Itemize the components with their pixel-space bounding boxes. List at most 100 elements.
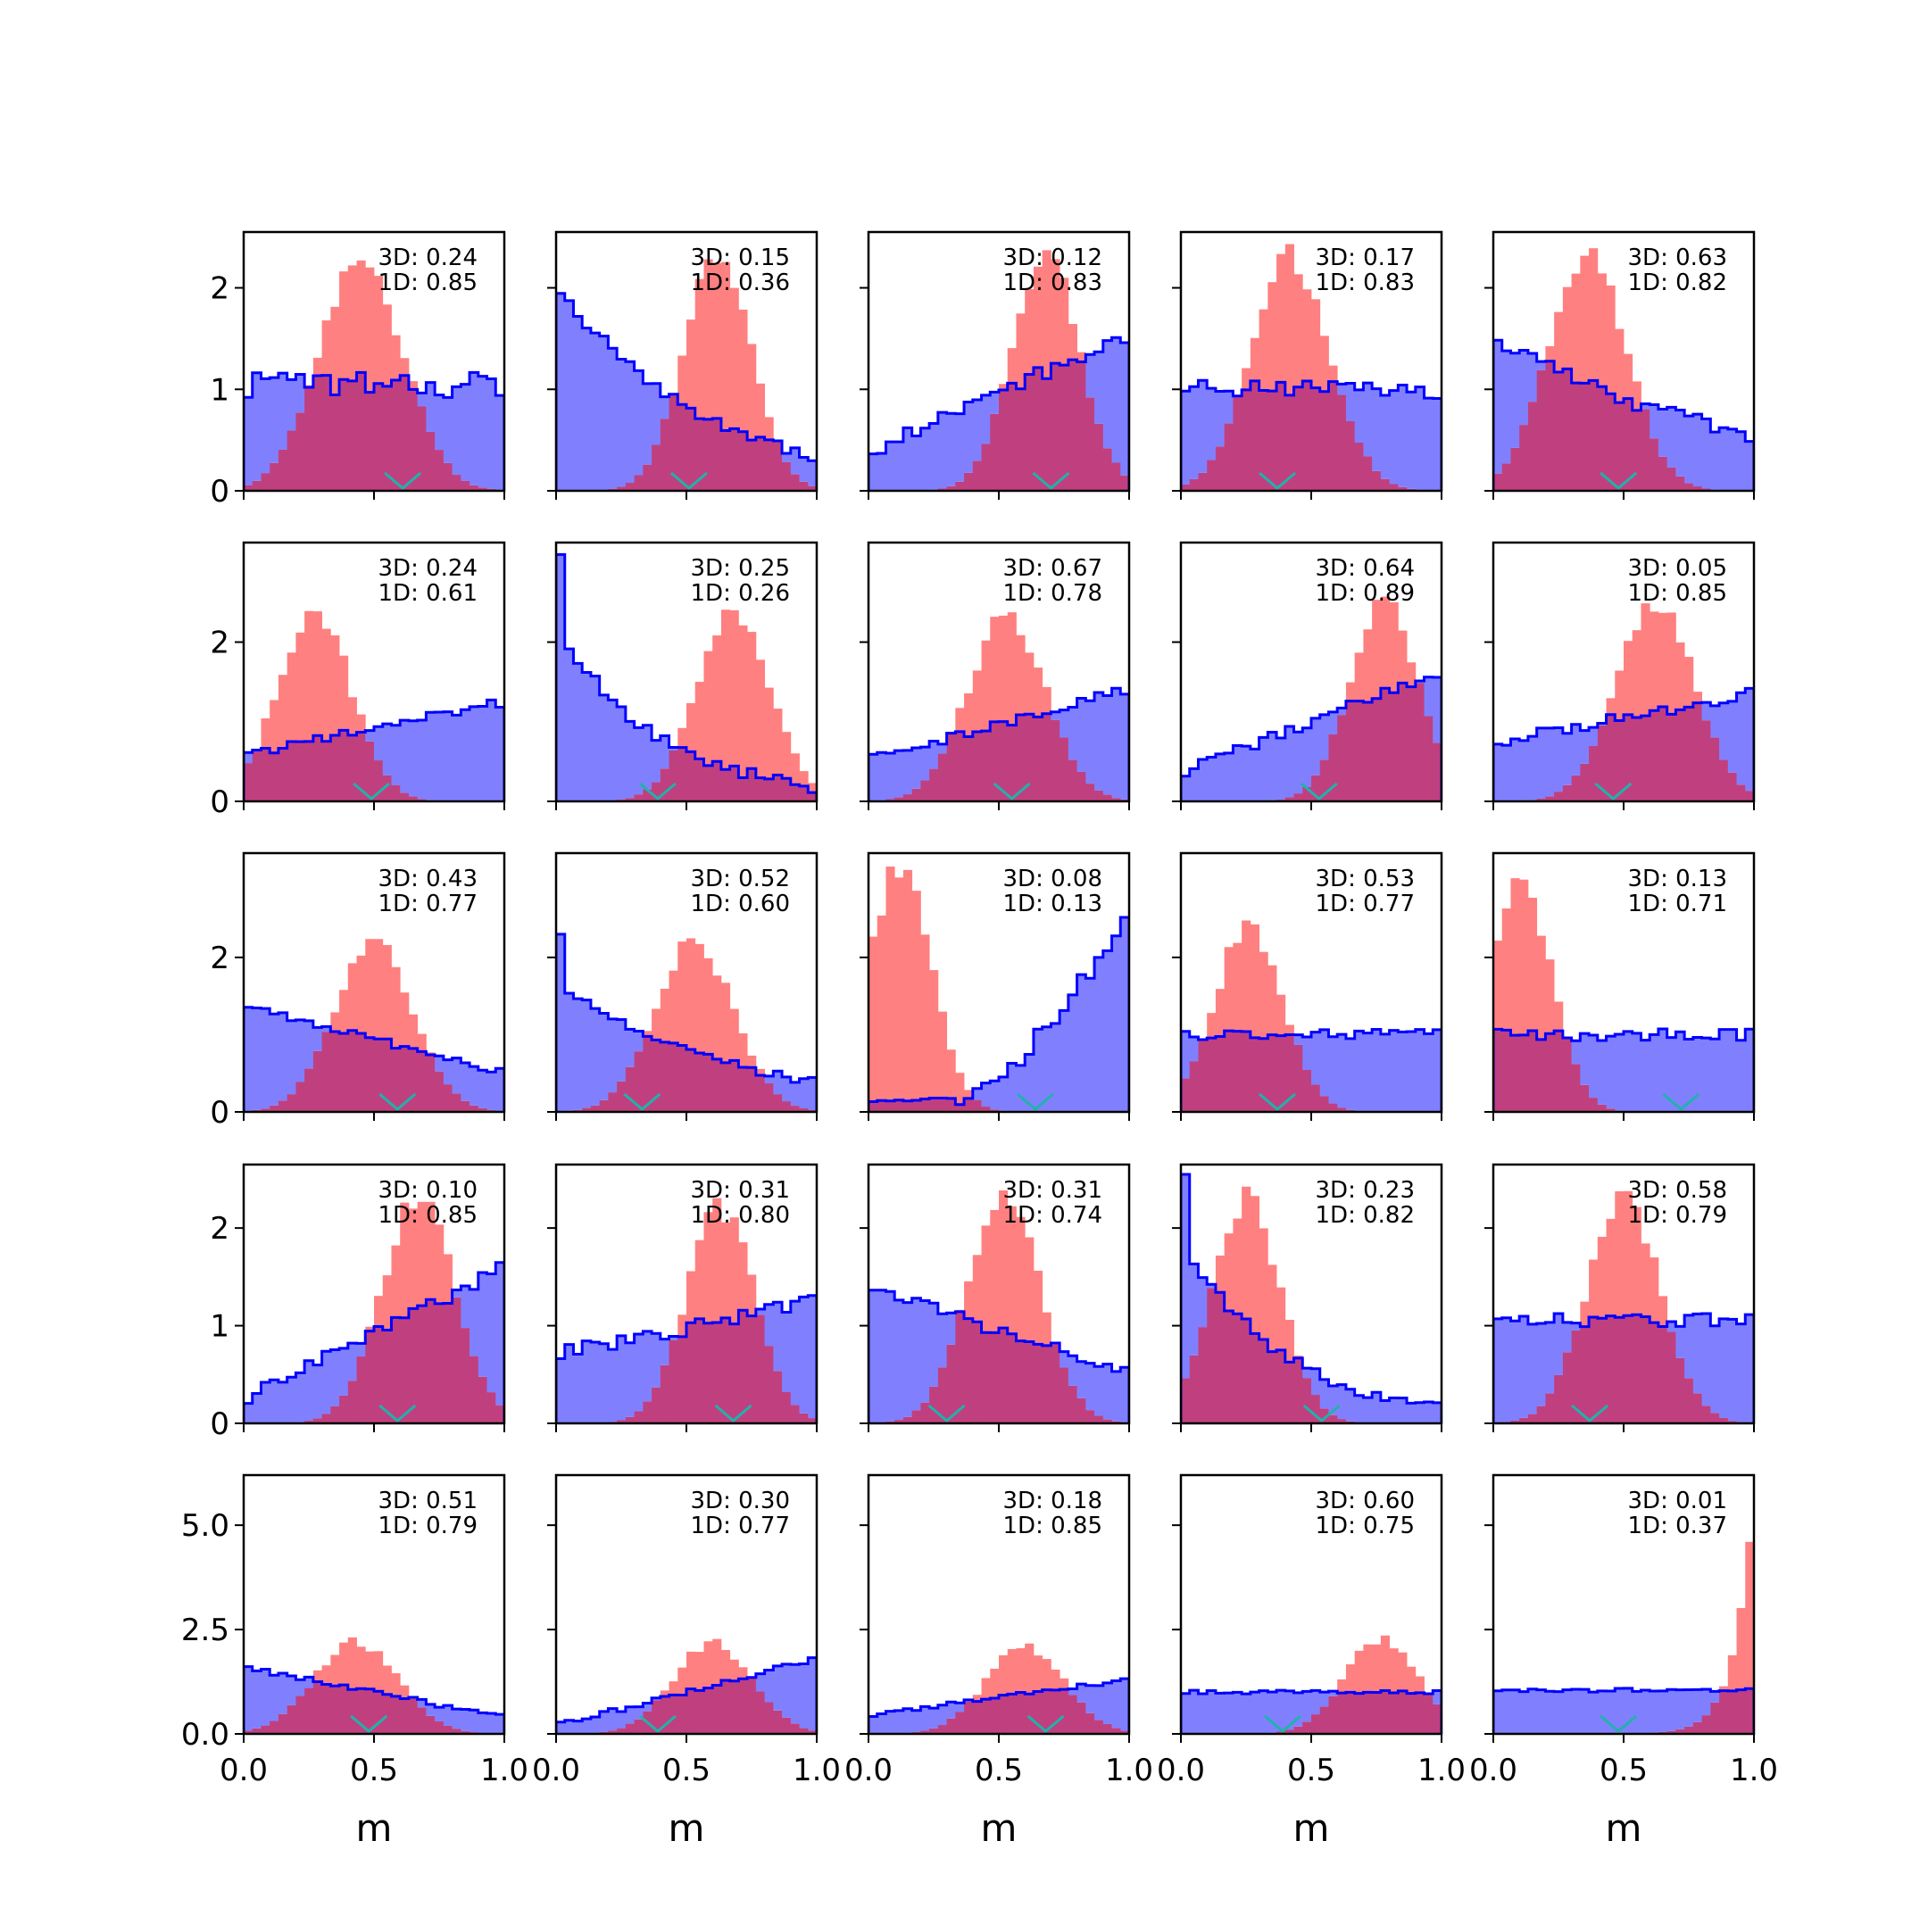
blue-histogram-bar (365, 731, 374, 742)
blue-histogram-bar (1728, 1030, 1737, 1112)
overlap-bar (703, 1054, 712, 1112)
blue-histogram-bar (903, 1303, 912, 1417)
x-axis-label: m (981, 1806, 1018, 1850)
overlap-bar (270, 753, 278, 801)
overlap-bar (677, 1696, 686, 1735)
blue-histogram-bar (1337, 1034, 1346, 1107)
blue-histogram-bar (765, 1305, 774, 1346)
x-tick-label: 1.0 (793, 1753, 841, 1788)
blue-histogram-bar (1085, 1364, 1094, 1411)
blue-histogram-bar (1589, 1692, 1598, 1734)
blue-histogram-bar (1085, 701, 1094, 784)
overlap-bar (765, 1083, 774, 1112)
red-histogram-bar (903, 870, 912, 1101)
overlap-bar (782, 462, 791, 491)
red-histogram-bar (330, 1012, 339, 1032)
overlap-bar (1294, 387, 1303, 491)
red-histogram-bar (669, 1681, 678, 1695)
score-3d-label: 3D: 0.64 (1316, 555, 1415, 582)
blue-histogram-bar (244, 1404, 253, 1423)
overlap-bar (1537, 1040, 1546, 1112)
blue-histogram-bar (1528, 1324, 1537, 1414)
red-histogram-bar (1016, 635, 1025, 715)
overlap-bar (1710, 1703, 1719, 1734)
overlap-bar (1207, 1038, 1216, 1112)
blue-histogram-bar (1650, 1034, 1658, 1112)
red-histogram-bar (1372, 600, 1381, 699)
blue-histogram-bar (1510, 739, 1519, 801)
red-histogram-bar (982, 1225, 991, 1332)
overlap-bar (1737, 1690, 1746, 1734)
blue-histogram-bar (1328, 1037, 1337, 1104)
red-histogram-bar (1008, 348, 1017, 383)
overlap-bar (738, 1310, 747, 1423)
blue-histogram-bar (1502, 1690, 1511, 1734)
overlap-bar (1068, 360, 1077, 491)
overlap-bar (1528, 1414, 1537, 1423)
overlap-bar (365, 1331, 374, 1423)
red-histogram-bar (747, 632, 756, 768)
blue-histogram-bar (461, 385, 470, 481)
overlap-bar (383, 1695, 392, 1734)
overlap-bar (304, 742, 313, 801)
overlap-bar (1728, 773, 1737, 801)
blue-histogram-bar (453, 715, 461, 801)
overlap-bar (1190, 1356, 1199, 1423)
red-histogram-bar (1355, 1651, 1364, 1694)
overlap-bar (955, 482, 964, 491)
blue-histogram-bar (244, 752, 253, 763)
blue-histogram-bar (1198, 1694, 1207, 1734)
red-histogram-bar (695, 279, 704, 419)
red-histogram-bar (782, 732, 791, 778)
overlap-bar (1528, 402, 1537, 491)
overlap-bar (1381, 1690, 1390, 1734)
blue-histogram-bar (617, 359, 626, 486)
blue-histogram-bar (877, 453, 886, 491)
overlap-bar (1589, 1098, 1598, 1112)
overlap-bar (1684, 707, 1693, 801)
overlap-bar (1034, 717, 1043, 801)
overlap-bar (461, 1328, 470, 1423)
blue-histogram-bar (947, 1313, 956, 1345)
blue-histogram-bar (253, 1394, 262, 1423)
overlap-bar (1407, 687, 1416, 801)
blue-histogram-bar (1259, 1691, 1268, 1734)
red-histogram-bar (1398, 631, 1407, 684)
overlap-bar (973, 461, 982, 491)
overlap-bar (1355, 443, 1364, 491)
red-histogram-bar (1276, 1288, 1285, 1350)
blue-histogram-bar (608, 1019, 617, 1092)
red-histogram-bar (391, 1246, 400, 1318)
overlap-bar (1381, 688, 1390, 801)
red-histogram-bar (730, 288, 739, 429)
overlap-bar (1043, 378, 1051, 491)
overlap-bar (1693, 703, 1702, 801)
blue-histogram-bar (964, 402, 973, 472)
overlap-bar (964, 473, 973, 491)
red-histogram-bar (330, 635, 339, 735)
blue-histogram-bar (287, 379, 296, 430)
blue-histogram-bar (1181, 1694, 1190, 1734)
overlap-bar (1650, 1323, 1658, 1423)
blue-histogram-bar (1103, 1683, 1112, 1724)
blue-histogram-bar (1398, 1032, 1407, 1112)
blue-histogram-bar (295, 1372, 304, 1422)
overlap-bar (1493, 474, 1502, 491)
red-histogram-bar (1398, 1653, 1407, 1691)
overlap-bar (1216, 1037, 1225, 1112)
overlap-bar (947, 1345, 956, 1423)
overlap-bar (1267, 391, 1276, 491)
overlap-bar (1085, 784, 1094, 801)
blue-histogram-bar (1702, 1038, 1711, 1112)
blue-histogram-bar (912, 748, 921, 789)
blue-histogram-bar (643, 1331, 652, 1401)
red-histogram-bar (1589, 1260, 1598, 1317)
red-histogram-bar (990, 617, 999, 722)
blue-histogram-bar (1528, 1689, 1537, 1734)
red-histogram-bar (1008, 1649, 1017, 1694)
blue-histogram-bar (1242, 1694, 1251, 1734)
overlap-bar (1390, 1693, 1399, 1734)
red-histogram-bar (1216, 989, 1225, 1036)
